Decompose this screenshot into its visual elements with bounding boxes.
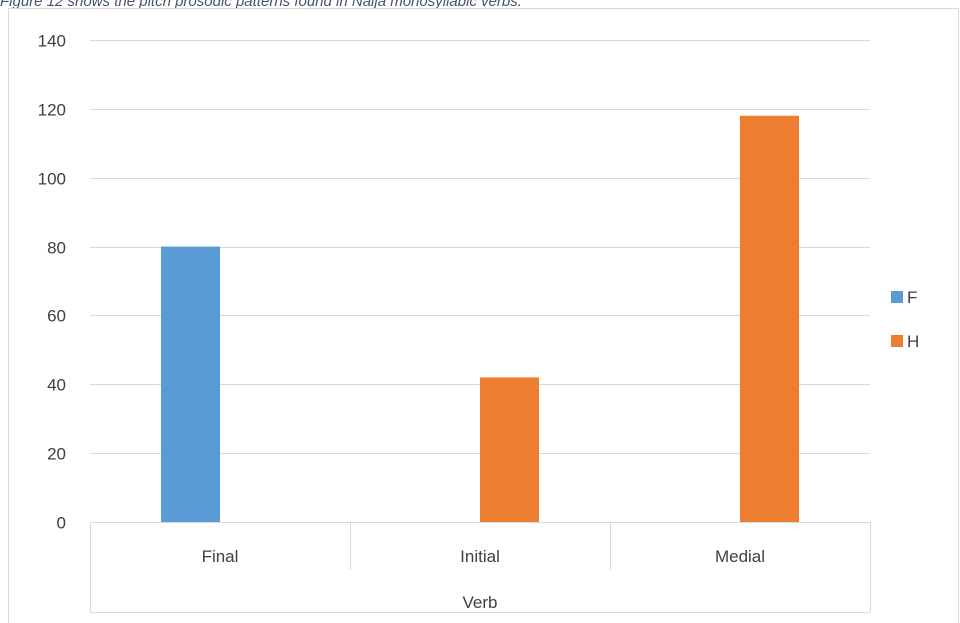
- y-tick-label: 100: [38, 170, 66, 189]
- y-tick-label: 40: [47, 376, 66, 395]
- chart-border: [8, 8, 959, 623]
- legend: FH: [891, 288, 919, 351]
- x-tick-label: Initial: [460, 547, 500, 566]
- x-axis-tick-labels: Final Initial Medial Verb: [202, 547, 765, 612]
- legend-swatch-f: [891, 291, 903, 303]
- bars: [161, 115, 799, 523]
- category-group-label: Verb: [463, 593, 498, 612]
- y-tick-label: 120: [38, 101, 66, 120]
- x-tick-label: Medial: [715, 547, 765, 566]
- bar-h-medial: [740, 115, 799, 522]
- legend-label-f: F: [907, 288, 917, 307]
- x-tick-label: Final: [202, 547, 239, 566]
- category-axis: [90, 522, 871, 613]
- figure-caption: Figure 12 shows the pitch prosodic patte…: [0, 0, 522, 10]
- y-tick-label: 80: [47, 239, 66, 258]
- y-tick-label: 140: [38, 32, 66, 51]
- y-tick-label: 60: [47, 307, 66, 326]
- bar-h-initial: [480, 377, 539, 522]
- y-axis-tick-labels: 0 20 40 60 80 100 120 140: [38, 32, 66, 533]
- y-tick-label: 0: [57, 514, 66, 533]
- legend-label-h: H: [907, 332, 919, 351]
- y-tick-label: 20: [47, 445, 66, 464]
- bar-f-final: [161, 246, 220, 523]
- legend-swatch-h: [891, 335, 903, 347]
